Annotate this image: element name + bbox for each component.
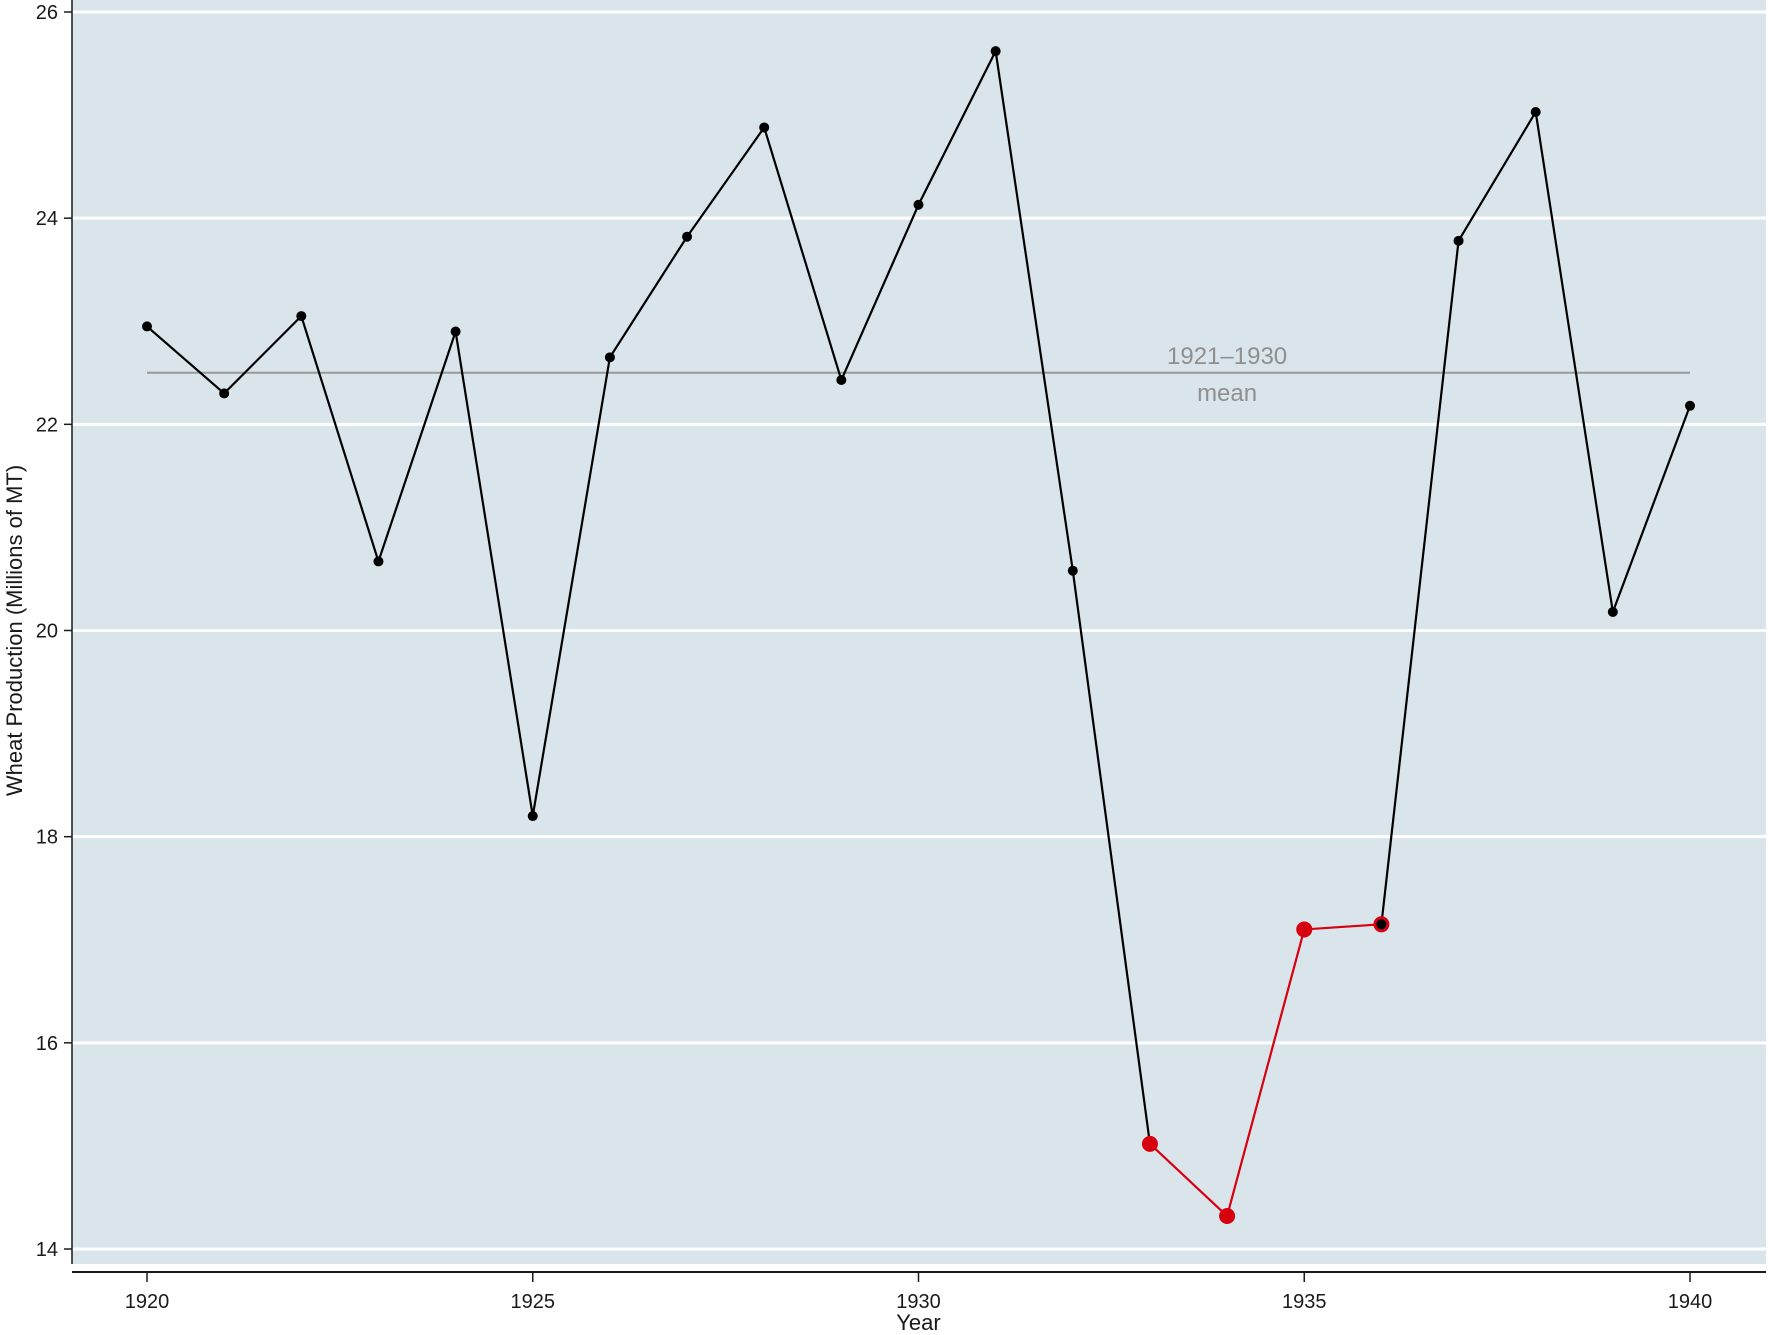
data-point-0-1927 bbox=[682, 231, 693, 242]
data-point-0-1928 bbox=[759, 122, 770, 133]
y-tick-label-24: 24 bbox=[36, 208, 58, 230]
y-tick-label-26: 26 bbox=[36, 2, 58, 24]
x-tick-label-1935: 1935 bbox=[1282, 1291, 1327, 1313]
data-point-0-1925 bbox=[527, 811, 538, 822]
y-tick-label-22: 22 bbox=[36, 414, 58, 436]
data-point-2-1940 bbox=[1685, 400, 1695, 411]
data-point-0-1920 bbox=[142, 321, 152, 332]
data-point-0-1932 bbox=[1067, 565, 1078, 576]
data-point-2-1936 bbox=[1376, 919, 1387, 930]
data-point-0-1924 bbox=[450, 326, 461, 337]
y-tick-label-16: 16 bbox=[36, 1033, 58, 1055]
data-point-0-1921 bbox=[219, 388, 230, 399]
data-point-2-1937 bbox=[1453, 235, 1464, 246]
data-point-2-1939 bbox=[1607, 606, 1618, 617]
data-point-0-1931 bbox=[990, 46, 1001, 57]
data-point-2-1938 bbox=[1530, 106, 1541, 117]
data-point-0-1929 bbox=[836, 375, 847, 386]
data-point-0-1922 bbox=[296, 311, 307, 322]
mean-label-line2: mean bbox=[1197, 380, 1257, 407]
series-line-1 bbox=[1149, 923, 1382, 1218]
y-tick-label-20: 20 bbox=[36, 621, 58, 643]
data-point-0-1926 bbox=[604, 352, 615, 363]
y-axis-title: Wheat Production (Millions of MT) bbox=[2, 465, 27, 796]
data-point-0-1930 bbox=[913, 199, 924, 210]
series-line-0 bbox=[146, 50, 1152, 1145]
data-point-1-1933 bbox=[1141, 1135, 1158, 1152]
mean-label-line1: 1921–1930 bbox=[1167, 343, 1287, 370]
x-tick-label-1930: 1930 bbox=[896, 1291, 941, 1313]
x-tick-label-1940: 1940 bbox=[1668, 1291, 1713, 1313]
data-point-0-1923 bbox=[373, 556, 384, 567]
y-tick-label-18: 18 bbox=[36, 827, 58, 849]
data-point-1-1934 bbox=[1219, 1208, 1236, 1225]
x-tick-label-1925: 1925 bbox=[511, 1291, 556, 1313]
x-tick-label-1920: 1920 bbox=[125, 1291, 170, 1313]
data-point-1-1935 bbox=[1296, 921, 1313, 938]
y-tick-label-14: 14 bbox=[36, 1239, 58, 1261]
x-axis-title: Year bbox=[896, 1310, 940, 1335]
